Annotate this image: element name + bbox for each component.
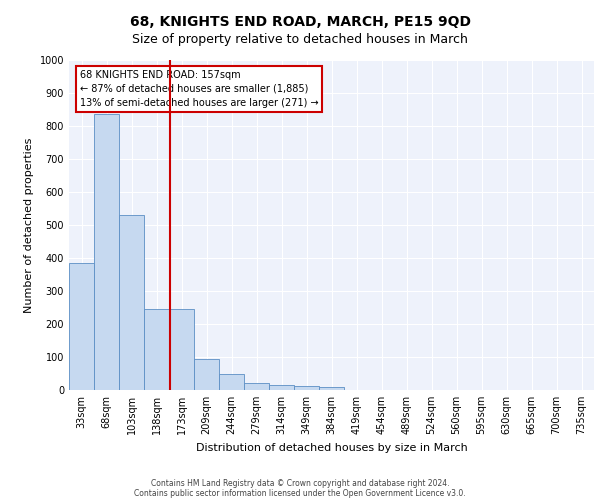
Bar <box>69 263 94 390</box>
Text: 68 KNIGHTS END ROAD: 157sqm
← 87% of detached houses are smaller (1,885)
13% of : 68 KNIGHTS END ROAD: 157sqm ← 87% of det… <box>79 70 318 108</box>
Text: Contains HM Land Registry data © Crown copyright and database right 2024.: Contains HM Land Registry data © Crown c… <box>151 478 449 488</box>
Bar <box>169 309 194 390</box>
Y-axis label: Number of detached properties: Number of detached properties <box>24 138 34 312</box>
Bar <box>319 386 344 390</box>
Text: 68, KNIGHTS END ROAD, MARCH, PE15 9QD: 68, KNIGHTS END ROAD, MARCH, PE15 9QD <box>130 15 470 29</box>
Text: Contains public sector information licensed under the Open Government Licence v3: Contains public sector information licen… <box>134 488 466 498</box>
Bar <box>94 114 119 390</box>
Bar <box>194 358 219 390</box>
Bar <box>269 385 294 390</box>
Bar <box>119 215 144 390</box>
Bar <box>144 309 169 390</box>
Text: Size of property relative to detached houses in March: Size of property relative to detached ho… <box>132 32 468 46</box>
Bar <box>294 386 319 390</box>
X-axis label: Distribution of detached houses by size in March: Distribution of detached houses by size … <box>196 442 467 452</box>
Bar <box>244 382 269 390</box>
Bar <box>219 374 244 390</box>
